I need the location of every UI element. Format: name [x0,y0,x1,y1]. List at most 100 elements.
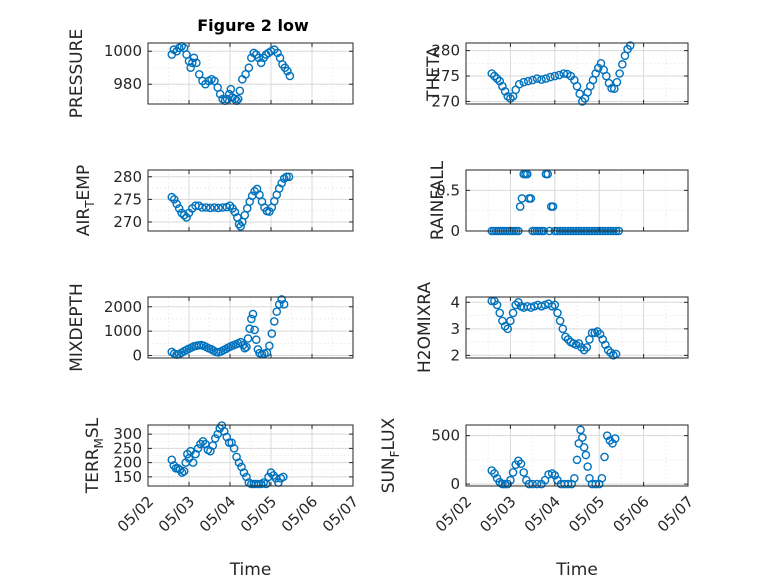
data-point [201,203,211,212]
data-point [492,74,502,83]
y-axis-label-rest: SL [83,417,103,438]
y-tick-label: 0 [450,222,460,240]
y-tick-label: 300 [113,425,142,443]
data-point [570,473,579,483]
data-point [581,450,591,460]
data-point [610,434,620,443]
data-point [278,472,288,482]
data-point [193,444,203,453]
data-point [214,203,223,213]
data-point [528,75,537,85]
data-point [267,329,277,338]
y-tick-label: 4 [450,293,460,311]
y-tick-label: 980 [113,75,142,93]
data-point [254,53,264,63]
data-point [524,479,534,489]
data-point [555,316,565,326]
axes-box [465,424,689,487]
data-point [515,202,525,211]
x-tick-label: 05/03 [155,492,198,535]
data-point [608,439,617,448]
data-point [269,317,279,326]
data-point [612,77,622,87]
data-point [197,203,207,212]
data-point [283,66,292,76]
data-point [514,79,524,89]
subplot-sun-flux: 0 500 05/02 05/03 05/04 05/05 05/06 05/07 Time SU… [379,417,697,580]
data-point [582,343,592,352]
data-point [234,458,244,467]
data-point [284,172,294,182]
data-point [245,324,254,334]
data-point [187,58,197,68]
data-point [189,53,199,63]
y-axis-label-subscript: F [388,450,402,457]
data-point [602,431,612,440]
y-axis-label-main: SUN [379,457,399,493]
y-axis-label: AIRTEMP [74,165,97,236]
y-tick-label: 2000 [104,298,142,316]
x-axis-label: Time [229,560,272,580]
x-axis-label: Time [555,560,598,580]
data-point [265,341,274,351]
x-tick-label: 05/07 [654,492,697,535]
data-point [490,469,499,478]
axes-box [147,424,354,487]
data-point [532,479,542,489]
data-point [548,202,558,211]
y-axis-label: MIXDEPTH [67,283,87,372]
data-point [516,459,526,469]
data-point [230,94,240,104]
data-point [511,300,521,310]
data-point [500,321,510,331]
data-point [579,345,589,355]
y-tick-label: 1000 [104,322,142,340]
data-point [597,473,607,483]
y-tick-label: 1000 [104,42,142,60]
x-tick-label: 05/06 [609,492,652,535]
data-point [600,452,609,462]
data-point [572,455,582,465]
plot-area [148,170,353,231]
y-tick-label: 150 [113,468,142,486]
data-point [251,335,261,345]
y-tick-label: 270 [113,213,142,231]
y-tick-label: 280 [431,42,460,60]
data-point [519,468,529,477]
data-point [559,69,568,78]
data-point [182,213,191,222]
axes-box [465,42,689,105]
data-point [579,442,589,452]
data-point [577,343,586,352]
y-tick-label: 275 [113,190,142,208]
data-point [273,48,282,58]
data-point [587,328,597,338]
data-point [215,89,225,99]
y-axis-label: THETA [424,46,444,102]
data-point [256,58,266,68]
data-point [277,295,286,304]
data-point [279,300,289,309]
y-tick-label: 275 [431,67,460,85]
data-point [625,41,635,50]
y-tick-label: 0 [450,475,460,493]
x-tick-label: 05/02 [114,492,157,535]
x-tick-label: 05/05 [237,492,280,535]
y-tick-label: 0.5 [436,181,460,199]
data-point [594,63,603,73]
data-point [544,470,553,479]
data-point [519,77,529,87]
data-point [179,466,189,476]
data-point [492,300,502,310]
data-point [240,343,250,353]
axes-box [147,42,354,105]
data-point [167,455,177,465]
data-point [167,192,177,202]
data-point [546,72,555,82]
data-point [282,172,291,182]
axes-box [147,169,354,232]
data-point [506,316,515,326]
data-point [561,332,570,342]
